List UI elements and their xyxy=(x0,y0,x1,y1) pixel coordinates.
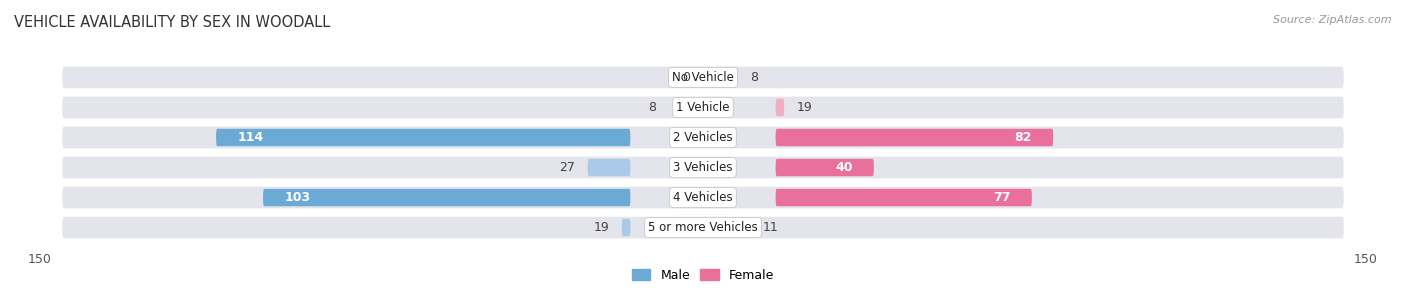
Text: 3 Vehicles: 3 Vehicles xyxy=(673,161,733,174)
FancyBboxPatch shape xyxy=(621,219,630,236)
Text: 4 Vehicles: 4 Vehicles xyxy=(673,191,733,204)
FancyBboxPatch shape xyxy=(263,189,630,206)
Text: No Vehicle: No Vehicle xyxy=(672,71,734,84)
FancyBboxPatch shape xyxy=(776,99,785,116)
Text: 11: 11 xyxy=(763,221,779,234)
FancyBboxPatch shape xyxy=(588,159,630,176)
Text: 150: 150 xyxy=(1354,253,1378,266)
Legend: Male, Female: Male, Female xyxy=(627,264,779,287)
Text: 1 Vehicle: 1 Vehicle xyxy=(676,101,730,114)
Text: 77: 77 xyxy=(993,191,1011,204)
FancyBboxPatch shape xyxy=(62,187,1344,208)
Text: 82: 82 xyxy=(1015,131,1032,144)
FancyBboxPatch shape xyxy=(776,159,875,176)
Text: 5 or more Vehicles: 5 or more Vehicles xyxy=(648,221,758,234)
FancyBboxPatch shape xyxy=(62,127,1344,148)
FancyBboxPatch shape xyxy=(776,189,1032,206)
Text: 8: 8 xyxy=(749,71,758,84)
Text: 19: 19 xyxy=(797,101,813,114)
Text: 19: 19 xyxy=(593,221,609,234)
Text: 40: 40 xyxy=(835,161,852,174)
Text: 8: 8 xyxy=(648,101,657,114)
Text: 2 Vehicles: 2 Vehicles xyxy=(673,131,733,144)
FancyBboxPatch shape xyxy=(62,97,1344,118)
Text: VEHICLE AVAILABILITY BY SEX IN WOODALL: VEHICLE AVAILABILITY BY SEX IN WOODALL xyxy=(14,15,330,30)
FancyBboxPatch shape xyxy=(776,129,1053,146)
Text: 27: 27 xyxy=(560,161,575,174)
Text: Source: ZipAtlas.com: Source: ZipAtlas.com xyxy=(1274,15,1392,25)
Text: 0: 0 xyxy=(682,71,690,84)
FancyBboxPatch shape xyxy=(62,66,1344,88)
FancyBboxPatch shape xyxy=(62,217,1344,239)
FancyBboxPatch shape xyxy=(62,157,1344,178)
Text: 103: 103 xyxy=(284,191,311,204)
FancyBboxPatch shape xyxy=(217,129,630,146)
Text: 150: 150 xyxy=(28,253,52,266)
Text: 114: 114 xyxy=(238,131,264,144)
